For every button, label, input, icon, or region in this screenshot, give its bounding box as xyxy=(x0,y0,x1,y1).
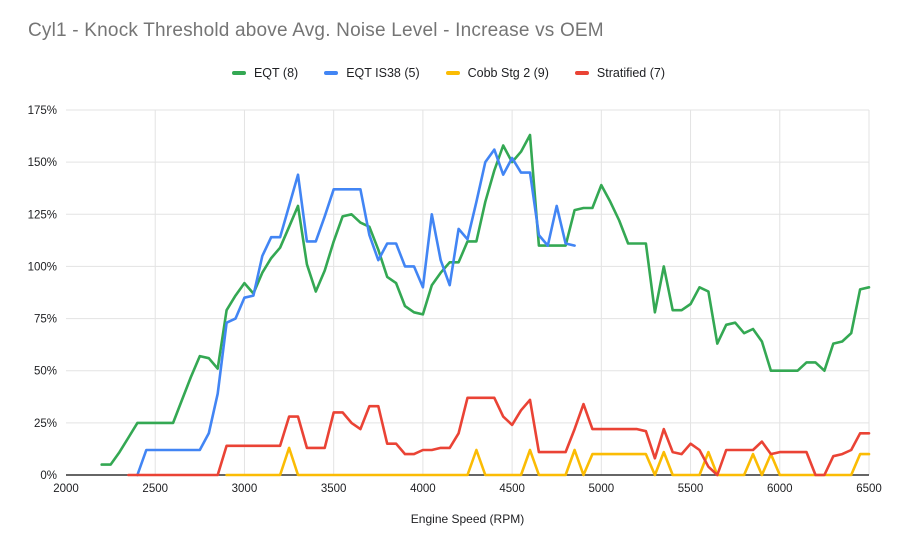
legend-item-eqt-is38-5[interactable]: EQT IS38 (5) xyxy=(324,66,420,80)
x-tick-label: 2000 xyxy=(53,483,79,495)
x-tick-label: 2500 xyxy=(142,483,168,495)
y-tick-label: 125% xyxy=(28,209,57,221)
x-axis-title: Engine Speed (RPM) xyxy=(410,512,525,526)
legend-label: Cobb Stg 2 (9) xyxy=(467,66,549,80)
y-tick-label: 100% xyxy=(28,261,57,273)
chart-legend: EQT (8) EQT IS38 (5) Cobb Stg 2 (9) Stratif… xyxy=(0,62,897,80)
y-tick-label: 50% xyxy=(34,366,57,378)
legend-swatch-icon xyxy=(324,71,339,75)
series-line-cobb-stg-2-9[interactable] xyxy=(225,446,871,477)
x-tick-label: 5500 xyxy=(678,483,704,495)
legend-label: EQT (8) xyxy=(253,66,299,80)
x-tick-label: 3500 xyxy=(321,483,347,495)
series-line-eqt-8[interactable] xyxy=(100,133,871,466)
y-tick-label: 0% xyxy=(40,470,57,482)
y-tick-label: 175% xyxy=(28,105,57,117)
series-line-eqt-is38-5[interactable] xyxy=(136,148,576,477)
y-tick-label: 150% xyxy=(28,157,57,169)
chart-title: Cyl1 - Knock Threshold above Avg. Noise … xyxy=(28,20,604,41)
x-tick-label: 4000 xyxy=(410,483,436,495)
x-tick-label: 3000 xyxy=(232,483,258,495)
x-tick-label: 6000 xyxy=(767,483,793,495)
legend-label: Stratified (7) xyxy=(596,66,666,80)
y-tick-label: 75% xyxy=(34,314,57,326)
series-line-stratified-7[interactable] xyxy=(127,396,871,477)
x-tick-label: 6500 xyxy=(856,483,882,495)
x-tick-label: 4500 xyxy=(499,483,525,495)
legend-label: EQT IS38 (5) xyxy=(346,66,420,80)
legend-item-stratified-7[interactable]: Stratified (7) xyxy=(574,66,666,80)
legend-item-eqt-8[interactable]: EQT (8) xyxy=(231,66,299,80)
legend-swatch-icon xyxy=(445,71,460,75)
legend-item-cobb-stg-2-9[interactable]: Cobb Stg 2 (9) xyxy=(445,66,549,80)
legend-swatch-icon xyxy=(574,71,589,75)
legend-swatch-icon xyxy=(231,71,246,75)
x-tick-label: 5000 xyxy=(589,483,615,495)
y-tick-label: 25% xyxy=(34,418,57,430)
